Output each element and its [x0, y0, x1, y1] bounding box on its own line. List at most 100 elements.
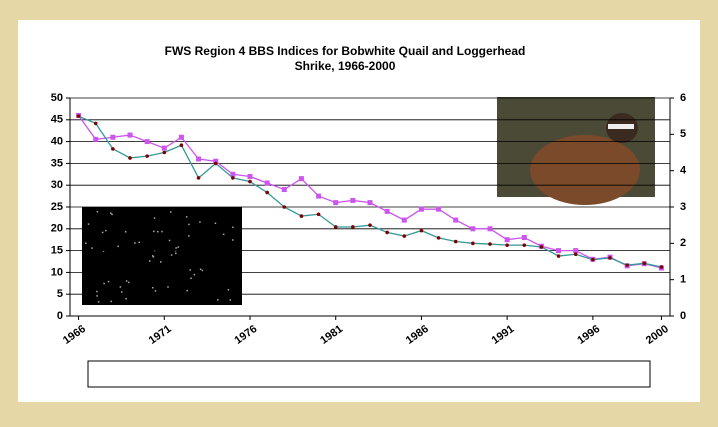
speck — [148, 260, 151, 262]
y-tick-label: 35 — [51, 157, 63, 169]
marker — [298, 176, 304, 182]
marker — [316, 212, 321, 217]
speck — [96, 290, 98, 293]
marker — [385, 230, 389, 235]
speck — [138, 241, 141, 244]
speck — [188, 223, 190, 226]
marker — [488, 242, 492, 246]
marker — [213, 161, 218, 166]
marker — [248, 179, 252, 184]
y2-tick-label: 3 — [680, 201, 686, 213]
speck — [188, 235, 190, 237]
speck — [222, 233, 225, 236]
marker — [178, 134, 184, 140]
marker — [111, 147, 115, 151]
speck — [229, 299, 232, 301]
y-tick-label: 45 — [51, 114, 63, 126]
marker — [453, 217, 459, 223]
marker — [93, 121, 98, 126]
marker — [659, 265, 664, 269]
speck — [102, 250, 105, 252]
speck — [156, 230, 159, 233]
y2-tick-label: 2 — [680, 237, 686, 249]
marker — [179, 143, 184, 148]
marker — [282, 205, 287, 209]
speck — [199, 268, 202, 271]
speck — [125, 280, 128, 282]
speck — [119, 286, 122, 288]
marker — [453, 239, 458, 244]
y2-tick-label: 4 — [680, 165, 687, 177]
marker — [299, 214, 304, 218]
marker — [471, 241, 475, 246]
speck — [87, 223, 90, 225]
photo-stripe — [608, 124, 634, 129]
speck — [160, 261, 162, 263]
marker — [384, 208, 390, 214]
speck — [96, 295, 98, 297]
speck — [151, 255, 154, 257]
marker — [281, 187, 287, 193]
marker — [573, 248, 579, 254]
y-tick-label: 0 — [57, 310, 63, 322]
speck — [111, 213, 113, 216]
marker — [556, 254, 561, 258]
speck — [103, 282, 105, 285]
y-tick-label: 25 — [51, 201, 63, 213]
speck — [124, 231, 127, 233]
marker — [401, 217, 407, 223]
speck — [153, 217, 156, 219]
marker — [367, 200, 373, 206]
marker — [470, 226, 476, 232]
speck — [154, 290, 157, 292]
marker — [76, 114, 81, 118]
speck — [177, 246, 179, 248]
y-tick-label: 30 — [51, 179, 63, 191]
marker — [93, 136, 99, 142]
marker — [350, 197, 356, 203]
marker — [128, 156, 132, 160]
y-tick-label: 10 — [51, 266, 63, 278]
marker — [573, 252, 578, 257]
speck — [117, 245, 119, 248]
speck — [85, 242, 87, 244]
speck — [175, 247, 177, 249]
marker — [505, 243, 509, 247]
marker — [230, 171, 236, 177]
marker — [265, 190, 269, 195]
speck — [120, 291, 123, 293]
legend-box — [87, 360, 651, 388]
speck — [170, 254, 173, 256]
marker — [625, 263, 629, 267]
speck — [153, 230, 155, 233]
y-tick-label: 15 — [51, 245, 63, 257]
photo-bird — [530, 135, 640, 205]
speck — [190, 277, 192, 280]
speck — [167, 286, 169, 288]
speck — [107, 280, 110, 283]
marker — [110, 134, 116, 140]
marker — [436, 236, 441, 240]
quail-photo — [497, 97, 655, 205]
marker — [264, 180, 270, 186]
y-tick-label: 40 — [51, 136, 63, 148]
speck — [125, 297, 127, 300]
marker — [419, 228, 424, 233]
marker — [539, 245, 544, 249]
speck — [110, 300, 112, 303]
marker — [161, 145, 167, 151]
marker — [231, 176, 235, 180]
speck — [186, 289, 188, 292]
marker — [487, 226, 493, 232]
speck — [134, 242, 136, 244]
dark-image — [82, 207, 242, 305]
speck — [101, 231, 104, 234]
marker — [368, 223, 372, 227]
marker — [521, 235, 527, 241]
marker — [162, 150, 167, 155]
marker — [556, 248, 562, 254]
marker — [196, 156, 202, 162]
y-tick-label: 50 — [51, 92, 63, 104]
speck — [105, 229, 107, 232]
